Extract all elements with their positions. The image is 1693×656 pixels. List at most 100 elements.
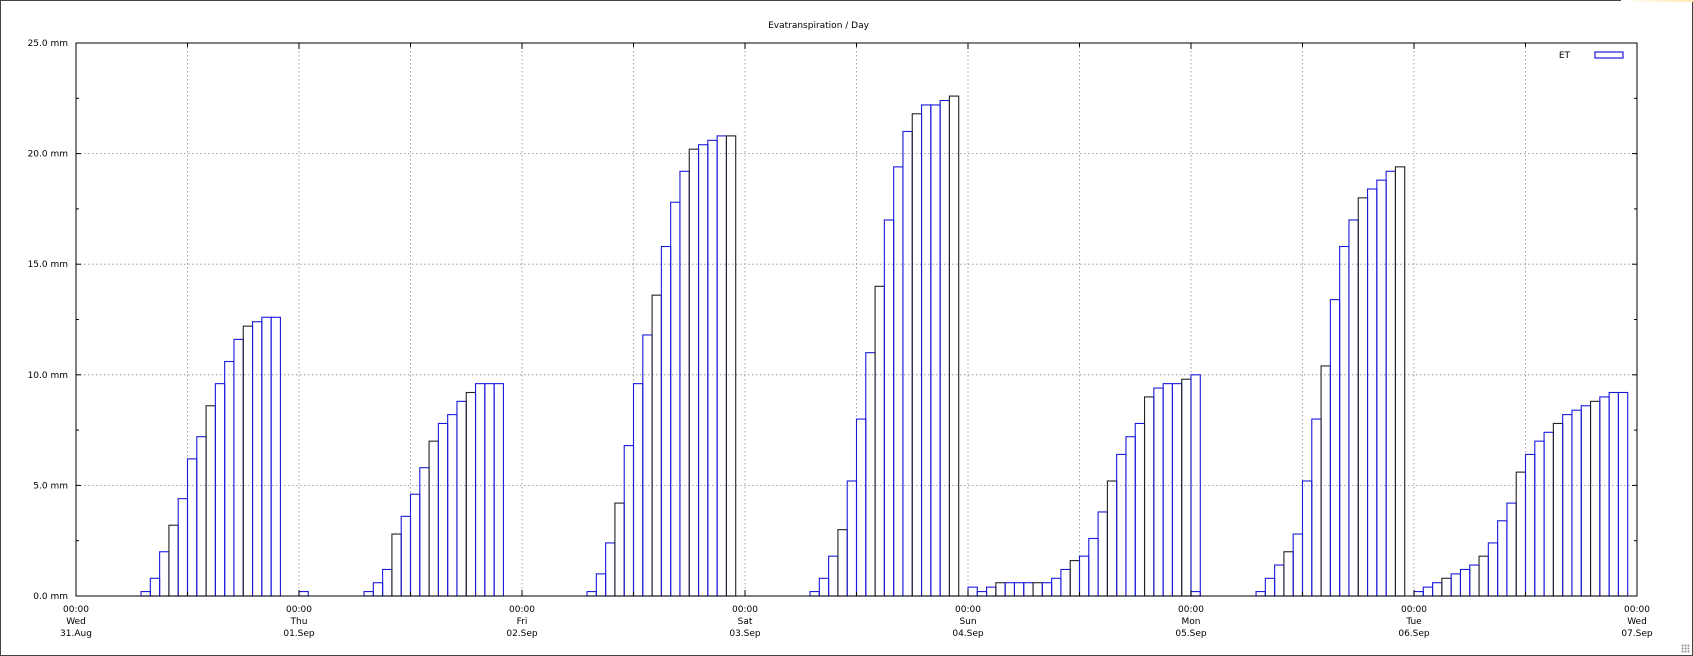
et-bar [846,480,858,597]
et-bar [1171,383,1183,597]
et-bar [233,338,244,597]
et-bar [1329,299,1341,597]
et-bar [930,104,941,597]
y-tick-label: 0.0 mm [33,592,68,602]
et-bar [400,515,412,597]
et-bar [595,573,607,597]
chart-title: Evatranspiration / Day [768,21,870,31]
et-bar [1134,422,1146,597]
x-tick-label: 00:00 [63,605,89,615]
y-tick-label: 20.0 mm [28,150,68,160]
et-bar [1078,555,1090,597]
et-bar [1088,537,1099,597]
et-bar [1450,573,1462,597]
et-bar [1376,179,1387,597]
y-tick-label: 25.0 mm [28,39,68,49]
et-bar [642,334,653,597]
et-bar [1524,453,1536,597]
et-bar [419,467,430,597]
et-bar [1274,564,1285,597]
et-bar [1506,502,1517,597]
et-bar [651,294,662,597]
et-bar [1116,453,1127,597]
et-bar [1497,520,1508,597]
x-tick-label: Sun [959,617,976,627]
et-bar [1004,582,1016,597]
et-bar [865,352,876,597]
et-bar [1571,409,1582,597]
et-bar [1422,586,1434,597]
et-bar [382,568,393,597]
et-bar [1106,480,1118,597]
et-bar [893,166,904,597]
et-bar [1292,533,1304,597]
et-bar [920,104,932,597]
et-bar [1599,396,1610,597]
et-bar [437,422,449,597]
x-tick-label: 00:00 [509,605,535,615]
et-bar [372,582,384,597]
et-bar [493,383,504,597]
x-tick-label: Tue [1405,617,1422,627]
et-bar [242,325,254,597]
et-bar [149,577,161,597]
et-bar [828,555,839,597]
et-bar [363,591,374,597]
et-bar [1515,471,1527,597]
et-bar [1032,582,1043,597]
et-bar [1562,414,1573,597]
et-bar [140,591,151,597]
et-bar [177,498,189,597]
resize-grip-icon[interactable] [1681,644,1690,653]
et-bar [986,586,997,597]
et-bar [697,144,709,597]
et-bar [159,551,170,597]
legend: ET [1559,51,1624,61]
et-bar [1013,582,1025,597]
et-bar [474,383,486,597]
et-bar [1162,383,1173,597]
et-bar [1069,560,1081,597]
x-tick-label: Wed [66,617,86,627]
x-tick-label: 00:00 [1178,605,1204,615]
et-bar [911,113,923,597]
x-tick-label: 00:00 [732,605,758,615]
et-bar [1060,568,1071,597]
et-bar [818,577,830,597]
et-bar [967,586,978,597]
x-tick-label: 03.Sep [729,629,761,639]
et-bar [261,316,272,597]
et-bar [707,139,718,597]
et-bar [902,130,913,597]
x-tick-label: 01.Sep [283,629,315,639]
et-bar [948,95,960,597]
et-bar [632,383,644,597]
et-bar [1181,378,1192,597]
et-bar [1385,170,1396,597]
et-bar [1478,555,1489,597]
et-bar [1023,582,1034,597]
et-bar [224,360,235,597]
x-tick-label: Wed [1627,617,1647,627]
et-bar [837,529,848,597]
et-bar [623,445,635,597]
et-bar [168,524,179,597]
et-bar [586,591,597,597]
et-bar [1617,391,1629,597]
axis-layer: 0.0 mm 5.0 mm 10.0 mm 15.0 mm 20.0 mm 25.0 mm… [28,39,1653,639]
et-bar [409,493,421,597]
et-bar [995,582,1006,597]
et-bar [614,502,625,597]
et-bar [1153,387,1164,597]
et-bar [251,321,263,597]
x-tick-label: Fri [517,617,528,627]
et-bar [1051,577,1062,597]
et-bar [939,99,950,597]
et-bar [465,391,477,597]
et-bar [855,418,867,597]
x-tick-label: Thu [290,617,308,627]
et-bar [874,285,885,597]
et-bar [1589,400,1601,597]
